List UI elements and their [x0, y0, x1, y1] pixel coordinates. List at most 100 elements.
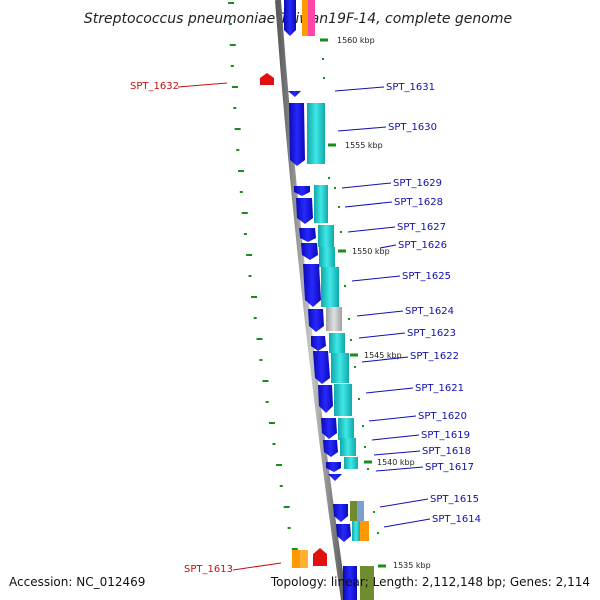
gene-label[interactable]: SPT_1619 [421, 430, 470, 441]
gene-spt-1628[interactable] [296, 198, 313, 224]
label-leader [358, 332, 406, 339]
guide-dot [323, 77, 325, 79]
scale-tick-label: 1545 kbp [364, 351, 402, 360]
cog-bar [331, 353, 349, 383]
gene-label[interactable]: SPT_1618 [422, 446, 471, 457]
gene-label[interactable]: SPT_1621 [415, 383, 464, 394]
guide-dot [322, 58, 324, 60]
label-leader [177, 82, 228, 88]
gene-spt-1632[interactable] [260, 73, 274, 85]
guide-dot [340, 231, 342, 233]
label-leader [351, 275, 401, 282]
gene-label-highlight[interactable]: SPT_1632 [130, 81, 179, 92]
label-leader [361, 356, 409, 363]
gene-block-orange[interactable] [300, 550, 308, 568]
gene-spt-1630[interactable] [289, 103, 305, 166]
gene-arrow[interactable] [343, 566, 357, 600]
bottom-partial-genes [343, 566, 374, 600]
label-leader [344, 201, 393, 208]
gene-label[interactable]: SPT_1627 [397, 222, 446, 233]
gene-block-pink[interactable] [308, 0, 315, 36]
cog-bar-grey [326, 307, 342, 331]
accession-text: Accession: NC_012469 [9, 575, 145, 589]
gene-spt-1624[interactable] [308, 309, 324, 332]
scale-tick-label: 1555 kbp [345, 141, 383, 150]
label-leader [232, 562, 282, 571]
label-leader [356, 310, 404, 317]
gene-track [289, 103, 369, 542]
cog-bar [318, 225, 334, 247]
label-leader [341, 182, 392, 189]
gene-spt-1620[interactable] [321, 418, 337, 439]
gene-spt-1629[interactable] [294, 186, 310, 196]
gene-label[interactable]: SPT_1625 [402, 271, 451, 282]
label-leader [365, 387, 414, 394]
gene-spt-1623[interactable] [311, 336, 326, 351]
scale-tick-label: 1560 kbp [337, 36, 375, 45]
label-leader [347, 226, 396, 233]
gene-spt-1613[interactable] [313, 548, 327, 566]
gene-label-highlight[interactable]: SPT_1613 [184, 564, 233, 575]
gene-label[interactable]: SPT_1623 [407, 328, 456, 339]
guide-dot [362, 425, 364, 427]
gene-label[interactable]: SPT_1631 [386, 82, 435, 93]
map-title: Streptococcus pneumoniae Taiwan19F-14, c… [84, 11, 512, 27]
gene-arrow[interactable] [284, 0, 296, 36]
gene-spt-1615[interactable] [333, 504, 348, 522]
cog-bar-orange [360, 521, 369, 541]
gene-label[interactable]: SPT_1622 [410, 351, 459, 362]
cog-bar-olive [350, 501, 357, 521]
gene-spt-1621[interactable] [318, 385, 333, 413]
cog-bar [321, 267, 339, 307]
cog-bar-lightblue [357, 501, 364, 521]
gene-spt-1622[interactable] [313, 351, 330, 384]
gene-spt-1626[interactable] [301, 243, 318, 260]
label-leader [383, 518, 431, 528]
label-leader [379, 498, 429, 508]
gene-spt-1613-group [292, 548, 327, 568]
gene-label[interactable]: SPT_1617 [425, 462, 474, 473]
cog-bar [334, 384, 352, 416]
guide-dot [338, 206, 340, 208]
gene-spt-1614[interactable] [336, 524, 351, 542]
cog-bar [344, 457, 358, 469]
gene-label[interactable]: SPT_1614 [432, 514, 481, 525]
gene-label[interactable]: SPT_1624 [405, 306, 454, 317]
gene-label[interactable]: SPT_1628 [394, 197, 443, 208]
cog-bar [329, 333, 345, 353]
gene-spt-1617[interactable] [328, 474, 342, 481]
gene-spt-1619[interactable] [323, 440, 338, 457]
guide-dot [377, 532, 379, 534]
gene-spt-1618[interactable] [326, 462, 341, 472]
outer-guide-dashes [228, 2, 379, 550]
gene-arrow[interactable] [288, 91, 301, 97]
cog-bar [307, 103, 325, 164]
gene-spt-1625[interactable] [303, 264, 321, 307]
gene-block-orange[interactable] [302, 0, 308, 36]
gene-label[interactable]: SPT_1630 [388, 122, 437, 133]
gene-labels-right: SPT_1631 SPT_1630 SPT_1629 SPT_1628 SPT_… [334, 82, 481, 528]
gene-label[interactable]: SPT_1615 [430, 494, 479, 505]
cog-bar [338, 418, 354, 440]
guide-dot [364, 446, 366, 448]
gene-label[interactable]: SPT_1620 [418, 411, 467, 422]
label-leader [371, 434, 420, 441]
guide-dot [350, 339, 352, 341]
gene-label[interactable]: SPT_1629 [393, 178, 442, 189]
scale-ticks: 1560 kbp 1555 kbp 1550 kbp 1545 kbp 1540… [320, 36, 431, 570]
cog-bar [352, 521, 360, 541]
gene-spt-1627[interactable] [299, 228, 316, 242]
guide-dot [328, 177, 330, 179]
top-partial-genes [284, 0, 315, 36]
label-leader [375, 466, 424, 472]
topology-text: Topology: linear; Length: 2,112,148 bp; … [270, 575, 590, 589]
cog-bar [340, 438, 356, 456]
cog-bar-olive [360, 566, 374, 600]
guide-dot [358, 398, 360, 400]
gene-block-orange[interactable] [292, 550, 300, 568]
scale-tick-label: 1535 kbp [393, 561, 431, 570]
gene-label[interactable]: SPT_1626 [398, 240, 447, 251]
label-leader [368, 415, 417, 422]
scale-tick-label: 1550 kbp [352, 247, 390, 256]
